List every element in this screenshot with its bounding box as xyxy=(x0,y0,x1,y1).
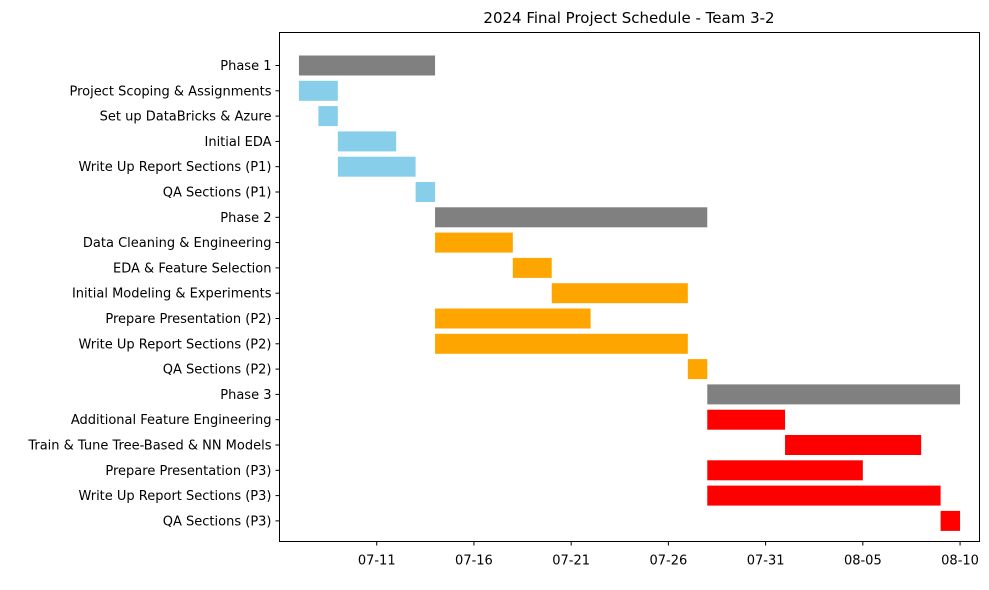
y-tick-label: Train & Tune Tree-Based & NN Models xyxy=(27,439,271,454)
task-bar xyxy=(512,257,552,278)
y-tick-label: Phase 2 xyxy=(220,211,271,226)
x-tick-label: 07-21 xyxy=(552,554,590,569)
y-tick-label: QA Sections (P2) xyxy=(163,363,272,378)
task-bar xyxy=(687,359,708,380)
task-bar xyxy=(337,131,397,152)
task-bar xyxy=(940,510,961,531)
task-bar xyxy=(551,283,688,304)
plot-frame xyxy=(279,32,980,542)
y-tick-label: Prepare Presentation (P3) xyxy=(105,464,271,479)
x-tick-label: 07-11 xyxy=(358,554,396,569)
task-bar xyxy=(298,80,338,101)
y-tick-label: Write Up Report Sections (P3) xyxy=(78,489,271,504)
y-tick-label: Write Up Report Sections (P2) xyxy=(78,337,271,352)
task-bar xyxy=(707,460,863,481)
task-bar xyxy=(337,156,416,177)
task-bar xyxy=(415,182,436,202)
y-tick-label: Phase 3 xyxy=(220,388,271,403)
y-tick-label: Set up DataBricks & Azure xyxy=(100,110,272,125)
x-tick-label: 07-26 xyxy=(649,554,687,569)
y-tick-label: Project Scoping & Assignments xyxy=(69,84,271,99)
task-bar xyxy=(298,55,436,76)
x-tick-label: 07-16 xyxy=(455,554,493,569)
x-tick-label: 08-10 xyxy=(941,554,979,569)
task-bar xyxy=(707,485,941,506)
x-tick-label: 08-05 xyxy=(844,554,882,569)
task-bar xyxy=(318,106,338,127)
y-tick-label: Prepare Presentation (P2) xyxy=(105,312,271,327)
y-tick-label: Write Up Report Sections (P1) xyxy=(78,160,271,175)
y-tick-label: Initial Modeling & Experiments xyxy=(72,287,272,302)
task-bar xyxy=(435,207,708,228)
y-tick-label: Phase 1 xyxy=(220,59,271,74)
x-axis: 07-11 07-16 07-21 07-26 07-31 08-05 08-10 xyxy=(358,541,979,569)
y-tick-label: EDA & Feature Selection xyxy=(113,261,271,276)
y-tick-label: QA Sections (P1) xyxy=(163,186,272,201)
x-tick-label: 07-31 xyxy=(747,554,785,569)
task-bar xyxy=(707,384,961,405)
task-bar xyxy=(435,232,513,253)
chart-title: 2024 Final Project Schedule - Team 3-2 xyxy=(483,9,774,27)
task-bar xyxy=(707,409,786,430)
y-tick-label: QA Sections (P3) xyxy=(163,514,272,529)
task-bar xyxy=(435,333,688,354)
y-tick-label: Initial EDA xyxy=(205,135,272,150)
y-axis: Phase 1 Project Scoping & Assignments Set … xyxy=(27,59,280,529)
task-bar xyxy=(435,308,591,329)
y-tick-label: Additional Feature Engineering xyxy=(71,413,272,428)
y-tick-label: Data Cleaning & Engineering xyxy=(83,236,272,251)
task-bar xyxy=(785,435,922,455)
bars-group xyxy=(298,55,961,531)
